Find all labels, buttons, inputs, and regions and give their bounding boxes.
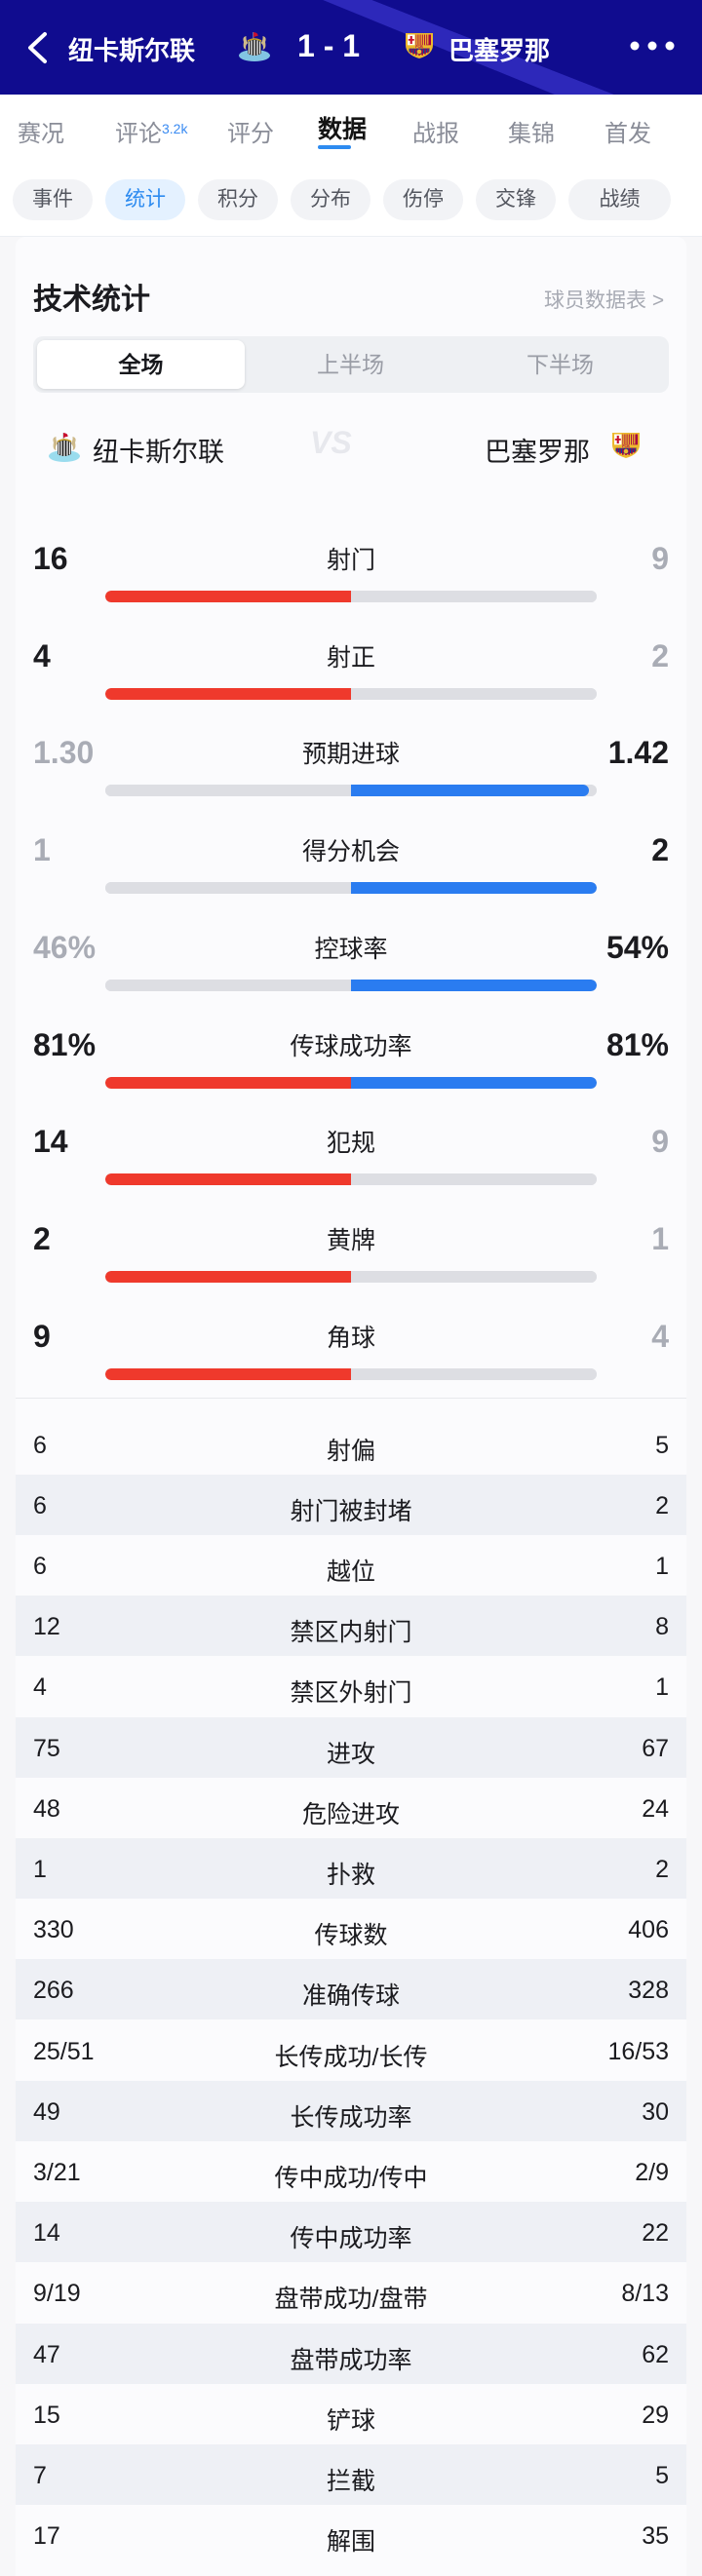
svg-text:FCB: FCB xyxy=(622,444,630,448)
svg-text:FCB: FCB xyxy=(415,45,423,49)
